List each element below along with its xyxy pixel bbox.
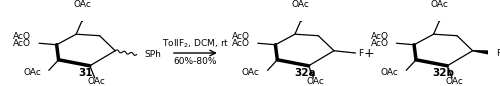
Text: TolIF$_2$, DCM, rt: TolIF$_2$, DCM, rt — [162, 38, 229, 50]
Text: AcO: AcO — [370, 39, 388, 48]
Text: SPh: SPh — [144, 50, 161, 59]
Text: 32b: 32b — [432, 68, 454, 78]
FancyArrowPatch shape — [174, 50, 216, 56]
Text: OAc: OAc — [73, 0, 91, 9]
Text: 60%-80%: 60%-80% — [174, 57, 217, 66]
Text: OAc: OAc — [88, 77, 106, 86]
Text: F: F — [496, 49, 500, 58]
Text: AcO: AcO — [14, 39, 32, 48]
Text: OAc: OAc — [430, 0, 448, 9]
Polygon shape — [472, 51, 494, 55]
Text: +: + — [364, 47, 374, 60]
Text: 31: 31 — [78, 68, 93, 78]
Text: OAc: OAc — [445, 77, 463, 86]
Text: AcO: AcO — [14, 32, 32, 41]
Text: OAc: OAc — [306, 77, 324, 86]
Text: AcO: AcO — [232, 39, 250, 48]
Text: OAc: OAc — [292, 0, 310, 9]
Text: F: F — [358, 49, 363, 58]
Text: AcO: AcO — [232, 32, 250, 41]
Text: 32a: 32a — [294, 68, 316, 78]
Text: OAc: OAc — [23, 68, 41, 77]
Text: AcO: AcO — [370, 32, 388, 41]
Text: OAc: OAc — [242, 68, 260, 77]
Text: OAc: OAc — [380, 68, 398, 77]
